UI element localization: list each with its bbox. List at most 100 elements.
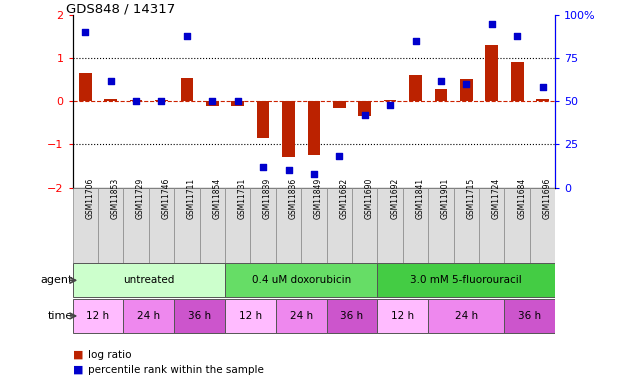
Bar (511, 62, 524, 101)
Text: 12 h: 12 h (86, 311, 110, 321)
Bar (282, 101, 295, 158)
Bar (199, 188, 225, 262)
Text: 36 h: 36 h (518, 311, 541, 321)
Bar (276, 188, 301, 262)
Point (105, 78, 115, 84)
Point (360, 112, 370, 118)
Bar (155, 100, 168, 101)
Bar (536, 99, 549, 101)
Bar (377, 263, 555, 297)
Bar (174, 299, 225, 333)
Bar (409, 75, 422, 101)
Text: GSM11901: GSM11901 (441, 178, 450, 219)
Point (309, 171, 319, 177)
Point (182, 33, 192, 39)
Point (436, 78, 446, 84)
Bar (251, 188, 276, 262)
Text: GSM11696: GSM11696 (543, 178, 551, 219)
Text: GSM11690: GSM11690 (365, 178, 374, 219)
Point (512, 33, 522, 39)
Point (156, 98, 167, 104)
Text: log ratio: log ratio (88, 350, 132, 360)
Point (334, 153, 345, 159)
Text: GSM11706: GSM11706 (85, 178, 94, 219)
Bar (276, 299, 327, 333)
Bar (225, 188, 251, 262)
Bar (73, 263, 225, 297)
Point (538, 84, 548, 90)
Bar (377, 299, 428, 333)
Text: 36 h: 36 h (188, 311, 211, 321)
Text: GSM11692: GSM11692 (390, 178, 399, 219)
Text: GSM11839: GSM11839 (263, 178, 272, 219)
Point (131, 98, 141, 104)
Text: 3.0 mM 5-fluorouracil: 3.0 mM 5-fluorouracil (411, 275, 522, 285)
Bar (428, 299, 504, 333)
Point (283, 167, 293, 173)
Point (207, 98, 217, 104)
Text: GSM11684: GSM11684 (517, 178, 526, 219)
Bar (377, 188, 403, 262)
Bar (130, 100, 143, 101)
Bar (301, 188, 327, 262)
Text: ■: ■ (73, 350, 86, 360)
Text: 12 h: 12 h (239, 311, 262, 321)
Bar (454, 188, 479, 262)
Bar (232, 101, 244, 106)
Point (385, 102, 395, 108)
Bar (73, 299, 124, 333)
Text: 36 h: 36 h (341, 311, 363, 321)
Text: GSM11682: GSM11682 (339, 178, 348, 219)
Bar (124, 188, 149, 262)
Text: GSM11836: GSM11836 (288, 178, 297, 219)
Text: GSM11841: GSM11841 (416, 178, 425, 219)
Bar (124, 299, 174, 333)
Bar (403, 188, 428, 262)
Text: 12 h: 12 h (391, 311, 415, 321)
Bar (307, 101, 321, 155)
Bar (73, 188, 98, 262)
Text: 24 h: 24 h (455, 311, 478, 321)
Point (411, 38, 421, 44)
Bar (530, 188, 555, 262)
Text: 24 h: 24 h (290, 311, 313, 321)
Bar (504, 299, 555, 333)
Text: GSM11715: GSM11715 (466, 178, 475, 219)
Text: untreated: untreated (123, 275, 174, 285)
Text: GSM11711: GSM11711 (187, 178, 196, 219)
Bar (352, 188, 377, 262)
Bar (504, 188, 530, 262)
Bar (174, 188, 199, 262)
Bar (225, 299, 276, 333)
Bar (180, 78, 193, 101)
Point (461, 81, 471, 87)
Bar (225, 263, 377, 297)
Text: 0.4 uM doxorubicin: 0.4 uM doxorubicin (252, 275, 351, 285)
Text: GSM11849: GSM11849 (314, 178, 323, 219)
Bar (358, 101, 371, 116)
Text: GSM11729: GSM11729 (136, 178, 145, 219)
Bar (327, 299, 377, 333)
Point (80, 29, 90, 35)
Point (258, 164, 268, 170)
Text: GSM11854: GSM11854 (212, 178, 221, 219)
Bar (98, 188, 124, 262)
Text: GSM11746: GSM11746 (162, 178, 170, 219)
Bar (206, 101, 219, 106)
Text: GDS848 / 14317: GDS848 / 14317 (66, 2, 175, 15)
Bar (485, 45, 498, 101)
Text: GSM11724: GSM11724 (492, 178, 501, 219)
Bar (460, 79, 473, 101)
Bar (149, 188, 174, 262)
Text: ■: ■ (73, 365, 86, 375)
Bar (79, 73, 91, 101)
Bar (104, 99, 117, 101)
Bar (257, 101, 269, 138)
Bar (333, 101, 346, 108)
Text: GSM11853: GSM11853 (110, 178, 120, 219)
Point (487, 21, 497, 27)
Point (233, 98, 243, 104)
Bar (479, 188, 504, 262)
Text: agent: agent (40, 275, 73, 285)
Bar (428, 188, 454, 262)
